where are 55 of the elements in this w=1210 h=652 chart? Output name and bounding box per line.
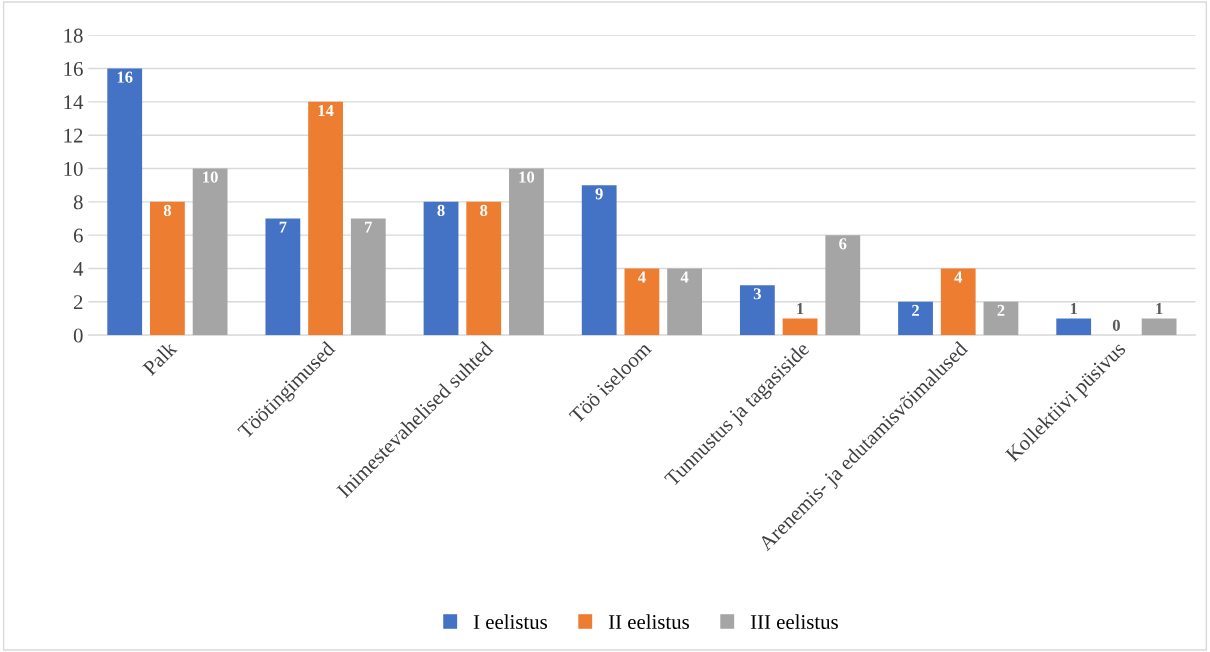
- legend-label: III eelistus: [750, 614, 838, 630]
- y-tick-label: 18: [64, 28, 83, 43]
- data-label: 8: [163, 204, 172, 217]
- data-label: 2: [997, 304, 1005, 316]
- bar: [983, 301, 1019, 336]
- bar: [782, 318, 818, 336]
- bar: [898, 301, 933, 336]
- data-label: 8: [437, 204, 445, 217]
- bar: [581, 185, 617, 336]
- bar: [265, 218, 301, 336]
- data-label: 14: [318, 104, 334, 116]
- bar: [940, 268, 976, 336]
- y-tick-label: 6: [73, 228, 83, 243]
- bar: [509, 168, 544, 336]
- y-tick-label: 4: [73, 261, 84, 276]
- data-label: 4: [954, 271, 963, 283]
- bar: [150, 201, 185, 336]
- y-tick-label: 16: [64, 61, 83, 76]
- bar: [423, 201, 459, 336]
- bar: [308, 101, 343, 336]
- data-label: 4: [637, 271, 646, 283]
- y-tick-label: 14: [64, 95, 84, 110]
- data-label: 8: [480, 204, 488, 217]
- data-label: 2: [912, 304, 919, 316]
- x-tick-label: Palk: [141, 339, 178, 377]
- bar: [466, 201, 502, 336]
- data-label: 3: [753, 288, 761, 300]
- data-label: 1: [1070, 303, 1077, 315]
- y-tick-label: 2: [73, 295, 83, 310]
- y-tick-label: 10: [64, 161, 83, 176]
- data-label: 1: [797, 303, 804, 315]
- data-label: 10: [519, 171, 535, 183]
- data-label: 4: [680, 271, 689, 283]
- bar: [1141, 318, 1177, 336]
- data-label: 9: [595, 188, 603, 200]
- legend-label: I eelistus: [473, 614, 547, 630]
- data-label: 10: [203, 171, 218, 183]
- bar: [192, 168, 228, 336]
- data-label: 6: [839, 238, 847, 250]
- data-label: 7: [365, 221, 373, 233]
- y-tick-label: 12: [64, 128, 83, 143]
- bar: [667, 268, 703, 336]
- data-label: 1: [1156, 303, 1163, 315]
- data-label: 16: [117, 71, 133, 83]
- data-label: 0: [1112, 319, 1120, 331]
- data-label: 7: [279, 221, 287, 233]
- y-tick-label: 0: [73, 328, 83, 343]
- bar: [107, 68, 143, 336]
- y-tick-label: 8: [73, 195, 83, 210]
- bar: [825, 235, 861, 336]
- bar: [1056, 318, 1092, 336]
- legend-label: II eelistus: [608, 614, 689, 630]
- bar: [624, 268, 660, 336]
- bar: [739, 285, 775, 336]
- bar: [350, 218, 386, 336]
